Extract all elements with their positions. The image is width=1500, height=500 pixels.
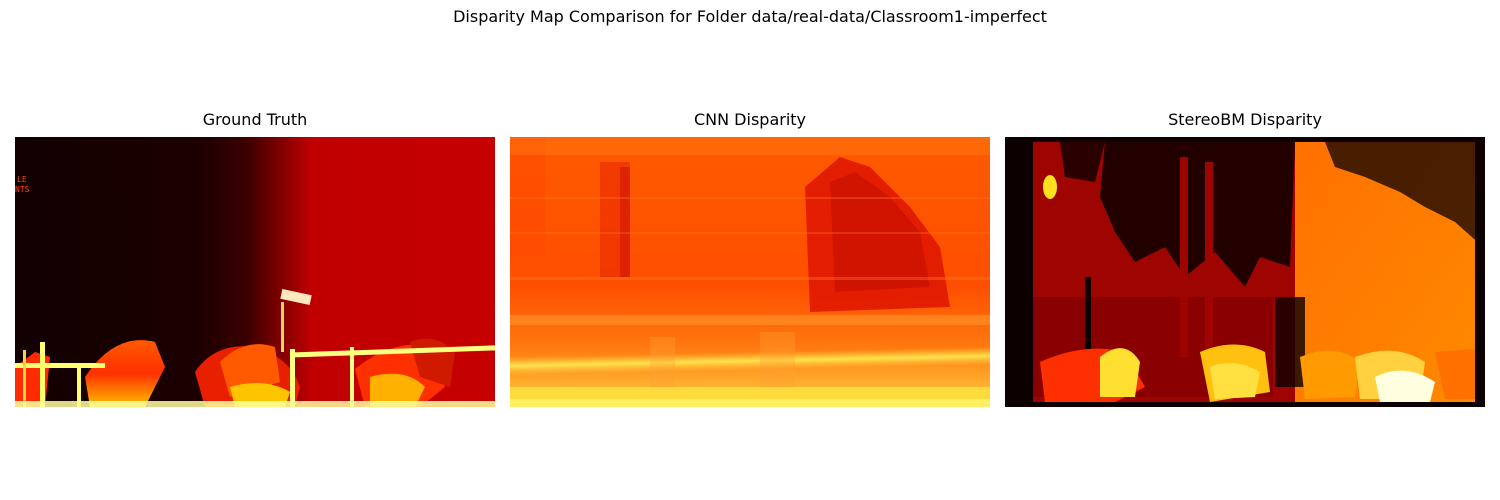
invalid-region [1100, 142, 1295, 287]
panel-cnn-disparity: CNN Disparity [510, 110, 990, 407]
chair-shape [1100, 348, 1140, 397]
panel-title-stereobm-disparity: StereoBM Disparity [1168, 110, 1322, 129]
cnn-disparity-image [510, 137, 990, 407]
gt-text-fragment: NTS [15, 185, 30, 194]
panel-title-cnn-disparity: CNN Disparity [693, 110, 807, 129]
projector-shape [280, 288, 312, 306]
ground-truth-disparity-image: LE NTS [15, 137, 495, 407]
railing-bar [15, 363, 105, 368]
panel-title-ground-truth: Ground Truth [202, 110, 308, 129]
figure-suptitle: Disparity Map Comparison for Folder data… [453, 7, 1047, 26]
stereobm-disparity-image [1005, 137, 1485, 407]
panel-stereobm-disparity: StereoBM Disparity [1005, 110, 1485, 407]
panel-ground-truth: Ground Truth LE NTS [15, 110, 495, 407]
chair-shape [85, 340, 165, 407]
gt-text-fragment: LE [17, 175, 27, 184]
